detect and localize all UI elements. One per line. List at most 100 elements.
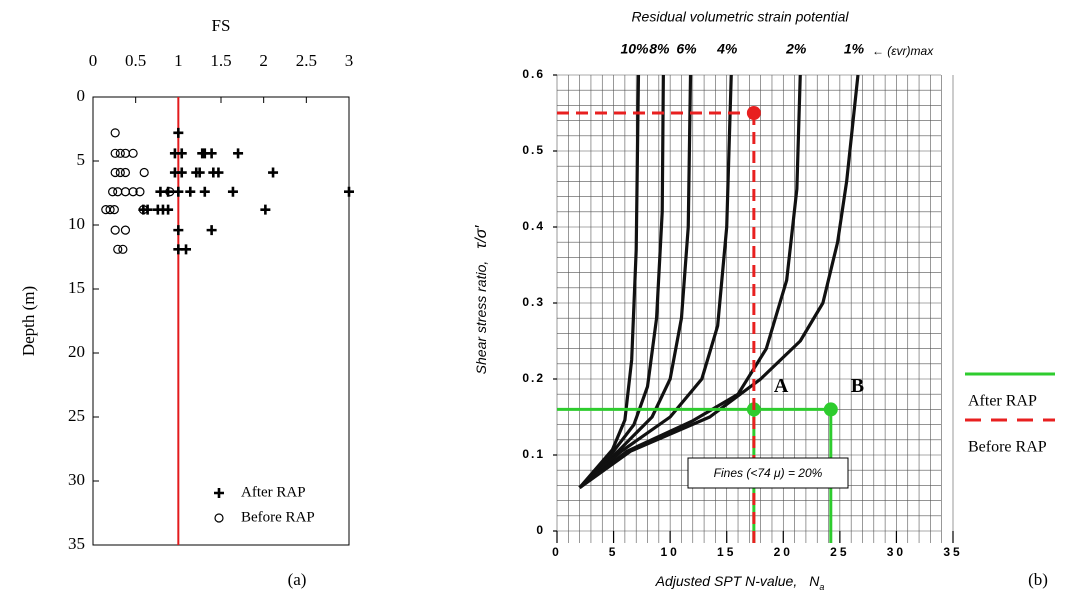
plus-marker xyxy=(173,186,184,197)
text-part: Adjusted SPT N-value, xyxy=(655,573,798,589)
x-tick-label: 15 xyxy=(717,545,736,559)
note-box xyxy=(687,457,849,489)
y-tick-label: 0.1 xyxy=(522,447,545,461)
x-tick-label: 1.5 xyxy=(210,51,231,70)
plus-marker xyxy=(199,186,210,197)
y-tick-label: 10 xyxy=(68,214,85,233)
chart-title: Residual volumetric strain potential xyxy=(631,9,849,25)
curve-label: 1% xyxy=(844,41,865,57)
case-point-label: B xyxy=(851,375,864,397)
y-axis-title: Shear stress ratio, τ/σ′ xyxy=(473,225,491,375)
strain-curve xyxy=(578,74,665,489)
circle-marker xyxy=(109,205,119,215)
y-tick-label: 35 xyxy=(68,534,85,553)
circle-marker xyxy=(115,148,125,158)
plus-marker xyxy=(233,148,244,159)
circle-marker xyxy=(110,167,120,178)
curve-label: 4% xyxy=(716,41,738,57)
circle-marker xyxy=(108,187,118,197)
y-tick-label: 0 xyxy=(77,86,86,105)
y-axis-title: Depth (m) xyxy=(19,286,38,356)
plus-marker xyxy=(206,148,217,159)
circle-marker xyxy=(120,148,131,158)
x-tick-label: 1 xyxy=(174,51,183,70)
plus-marker xyxy=(260,204,271,215)
x-axis-title: FS xyxy=(212,16,231,35)
y-tick-label: 5 xyxy=(77,150,86,169)
x-tick-label: 3 xyxy=(345,51,354,70)
circle-marker xyxy=(110,225,120,235)
case-point xyxy=(746,106,761,120)
strain-curve xyxy=(578,74,693,489)
y-tick-label: 30 xyxy=(68,470,85,489)
plus-marker xyxy=(268,167,279,178)
note-text: Fines (<74 μ) = 20% xyxy=(714,466,823,480)
plus-marker xyxy=(344,186,354,197)
circle-marker xyxy=(105,205,115,215)
curve-label: 10% xyxy=(620,41,649,57)
y-tick-label: 0.3 xyxy=(522,295,545,309)
strain-curve xyxy=(578,74,860,489)
plus-marker xyxy=(194,167,205,178)
strain-curve xyxy=(578,74,802,489)
y-tick-label: 0.2 xyxy=(522,371,545,385)
x-tick-label: 5 xyxy=(609,545,619,559)
circle-marker xyxy=(120,187,131,197)
y-tick-label: 25 xyxy=(68,406,85,425)
circle-marker xyxy=(138,205,148,215)
circle-marker xyxy=(115,167,125,178)
text-part: Shear stress ratio, xyxy=(473,261,489,375)
y-tick-label: 0.6 xyxy=(522,67,545,81)
circle-marker xyxy=(120,167,131,178)
circle-marker xyxy=(113,244,123,254)
plus-marker xyxy=(176,148,187,159)
circle-marker xyxy=(120,225,131,235)
y-tick-label: 20 xyxy=(68,342,85,361)
y-tick-label: 15 xyxy=(68,278,85,297)
circle-marker xyxy=(110,148,120,158)
circle-marker xyxy=(113,187,123,197)
legend-label: Before RAP xyxy=(968,439,1047,456)
case-point xyxy=(823,402,838,417)
strain-curve xyxy=(578,74,733,489)
plus-marker xyxy=(173,225,184,236)
circle-marker xyxy=(135,187,145,197)
legend-marker xyxy=(214,513,224,523)
plus-marker xyxy=(163,204,174,215)
x-tick-label: 20 xyxy=(774,545,793,559)
circle-marker xyxy=(110,128,120,138)
plus-marker xyxy=(227,186,238,197)
circle-marker xyxy=(165,187,175,197)
plus-marker xyxy=(185,186,196,197)
x-tick-label: 25 xyxy=(830,545,849,559)
legend-label: Before RAP xyxy=(241,509,315,525)
x-tick-label: 10 xyxy=(660,545,679,559)
legend-label: After RAP xyxy=(968,393,1037,410)
plus-marker xyxy=(181,244,192,255)
plus-marker xyxy=(206,225,217,236)
case-point-label: A xyxy=(774,375,789,397)
plot-frame xyxy=(92,96,350,546)
x-axis-title: Adjusted SPT N-value, Na xyxy=(655,573,825,593)
legend-label: After RAP xyxy=(241,484,306,500)
y-tick-label: 0.4 xyxy=(522,219,545,233)
x-tick-label: 30 xyxy=(887,545,906,559)
curve-label-note: ← (εvr)max xyxy=(872,44,934,58)
x-tick-label: 35 xyxy=(943,545,962,559)
y-tick-label: 0.5 xyxy=(522,143,545,157)
y-tick-label: 0 xyxy=(536,523,545,537)
circle-marker xyxy=(128,187,138,197)
x-tick-label: 2.5 xyxy=(296,51,317,70)
x-tick-label: 0.5 xyxy=(125,51,146,70)
circle-marker xyxy=(128,148,138,158)
curve-label: 2% xyxy=(785,41,807,57)
legend-marker xyxy=(214,488,224,498)
plus-marker xyxy=(176,167,187,178)
plus-marker xyxy=(213,167,224,178)
x-tick-label: 0 xyxy=(552,545,562,559)
curve-label: 6% xyxy=(676,41,697,57)
text-part: N xyxy=(809,573,820,589)
panel-label: (a) xyxy=(288,570,307,589)
text-part: τ/σ′ xyxy=(473,225,490,249)
